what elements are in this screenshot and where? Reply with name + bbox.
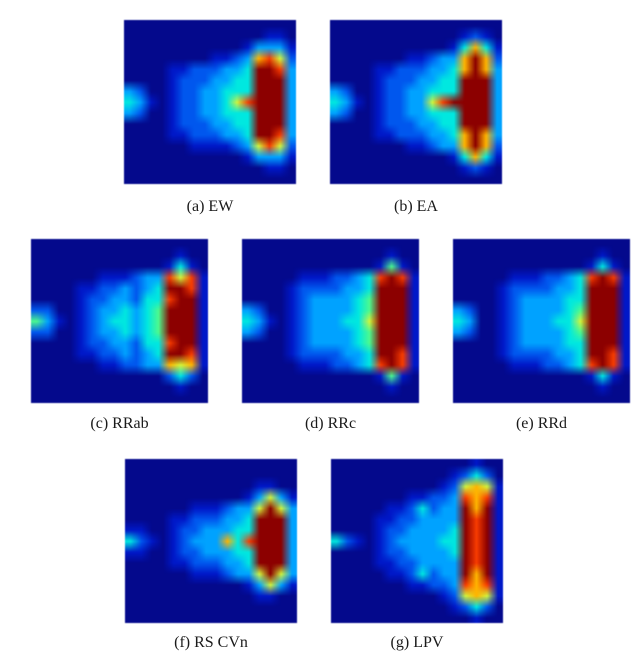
- panel-caption-lpv: (g) LPV: [390, 634, 444, 651]
- heatmap-panel-ea: (b) EA: [330, 20, 502, 216]
- heatmap-image-rrc: [242, 239, 419, 403]
- heatmap-panel-ew: (a) EW: [124, 20, 296, 216]
- heatmap-image-rrab: [31, 239, 208, 403]
- heatmap-panel-rrc: (d) RRc: [242, 239, 419, 433]
- panel-caption-rrd: (e) RRd: [515, 415, 568, 432]
- panel-caption-rscvn: (f) RS CVn: [174, 634, 248, 651]
- heatmap-image-lpv: [331, 459, 503, 623]
- heatmap-panel-rscvn: (f) RS CVn: [125, 459, 297, 652]
- panel-caption-ea: (b) EA: [394, 198, 438, 215]
- heatmap-panel-lpv: (g) LPV: [331, 459, 503, 652]
- panel-caption-ew: (a) EW: [186, 198, 234, 215]
- heatmap-panel-rrab: (c) RRab: [31, 239, 208, 433]
- heatmap-panel-rrd: (e) RRd: [453, 239, 630, 433]
- panel-caption-rrab: (c) RRab: [90, 415, 149, 432]
- heatmap-image-rscvn: [125, 459, 297, 623]
- heatmap-image-ew: [124, 20, 296, 184]
- panel-caption-rrc: (d) RRc: [304, 415, 357, 432]
- heatmap-image-rrd: [453, 239, 630, 403]
- heatmap-image-ea: [330, 20, 502, 184]
